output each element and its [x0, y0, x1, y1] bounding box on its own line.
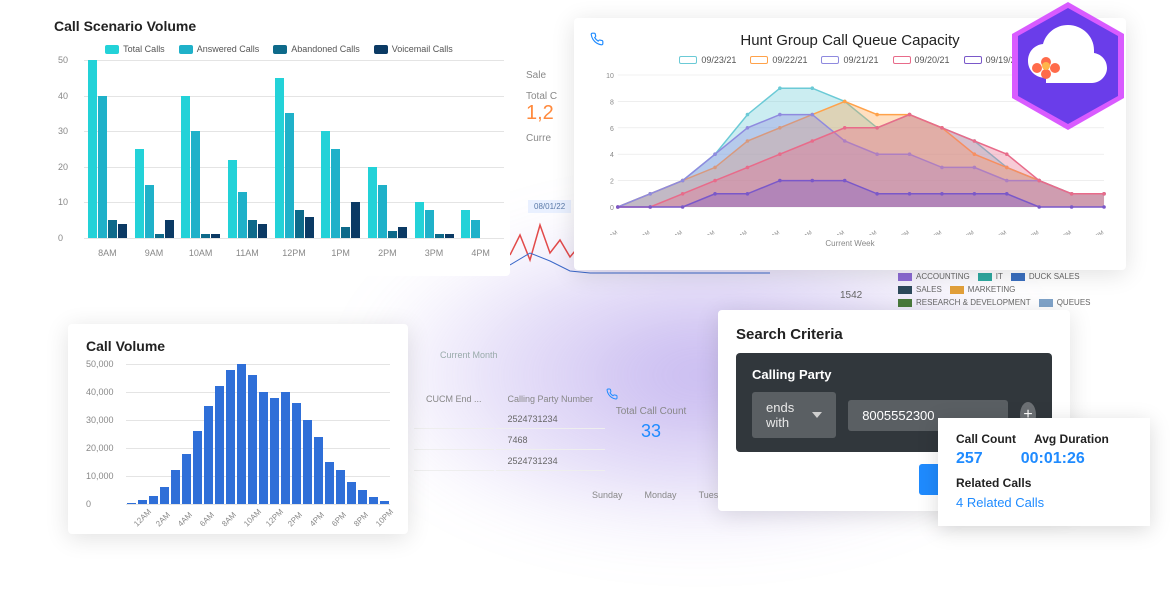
total-call-count-panel: Total Call Count 33	[606, 388, 696, 442]
call-scenario-legend: Total Calls Answered Calls Abandoned Calls…	[54, 44, 504, 54]
legend-item: Voicemail Calls	[374, 44, 453, 54]
chevron-down-icon	[812, 412, 822, 418]
svg-text:2: 2	[610, 179, 614, 186]
calling-party-label: Calling Party	[752, 367, 1036, 382]
call-count-label: Call Count	[956, 432, 1016, 446]
legend-item: 09/21/21	[821, 55, 878, 65]
match-type-value: ends with	[766, 400, 794, 430]
results-card: Call Count Avg Duration 257 00:01:26 Rel…	[938, 418, 1150, 526]
legend-item: Answered Calls	[179, 44, 260, 54]
svg-text:8: 8	[610, 99, 614, 106]
call-count-value: 257	[956, 450, 983, 468]
call-volume-card: Call Volume 010,00020,00030,00040,00050,…	[68, 324, 408, 534]
match-type-dropdown[interactable]: ends with	[752, 392, 836, 438]
hunt-group-axis-label: Current Week	[592, 239, 1108, 248]
call-scenario-chart: 010203040508AM9AM10AM11AM12PM1PM2PM3PM4P…	[54, 60, 504, 258]
svg-text:4: 4	[610, 152, 614, 159]
svg-text:6: 6	[610, 126, 614, 133]
svg-text:10: 10	[606, 73, 614, 80]
legend-item: Total Calls	[105, 44, 165, 54]
svg-text:3:00 AM - 3:59 AM: 3:00 AM - 3:59 AM	[592, 230, 619, 235]
search-criteria-title: Search Criteria	[736, 326, 1052, 343]
related-calls-link[interactable]: 4 Related Calls	[956, 495, 1044, 510]
call-scenario-title: Call Scenario Volume	[54, 18, 504, 34]
related-calls-label: Related Calls	[956, 476, 1132, 490]
bg-date-bar: 08/01/22	[528, 200, 571, 213]
avg-duration-label: Avg Duration	[1034, 432, 1109, 446]
call-volume-title: Call Volume	[86, 338, 390, 354]
bg-number: 1542	[840, 290, 862, 301]
legend-item: 09/20/21	[893, 55, 950, 65]
legend-item: Abandoned Calls	[273, 44, 360, 54]
phone-icon	[590, 32, 604, 46]
bg-sales-panel: Sale Total C 1,2 Curre	[526, 70, 557, 144]
call-scenario-card: Call Scenario Volume Total Calls Answered…	[48, 18, 510, 276]
svg-text:0: 0	[610, 205, 614, 212]
bg-month-label: Current Month	[440, 350, 498, 360]
phone-icon	[606, 388, 618, 400]
bg-department-legend: ACCOUNTINGITDUCK SALESSALESMARKETINGRESE…	[898, 272, 1138, 311]
cloud-badge	[998, 0, 1138, 141]
bg-calling-party-table: CUCM End ...Calling Party Number 2524731…	[412, 388, 607, 473]
avg-duration-value: 00:01:26	[1021, 450, 1085, 468]
legend-item: 09/22/21	[750, 55, 807, 65]
call-volume-chart: 010,00020,00030,00040,00050,00012AM2AM4A…	[86, 364, 390, 529]
legend-item: 09/23/21	[679, 55, 736, 65]
